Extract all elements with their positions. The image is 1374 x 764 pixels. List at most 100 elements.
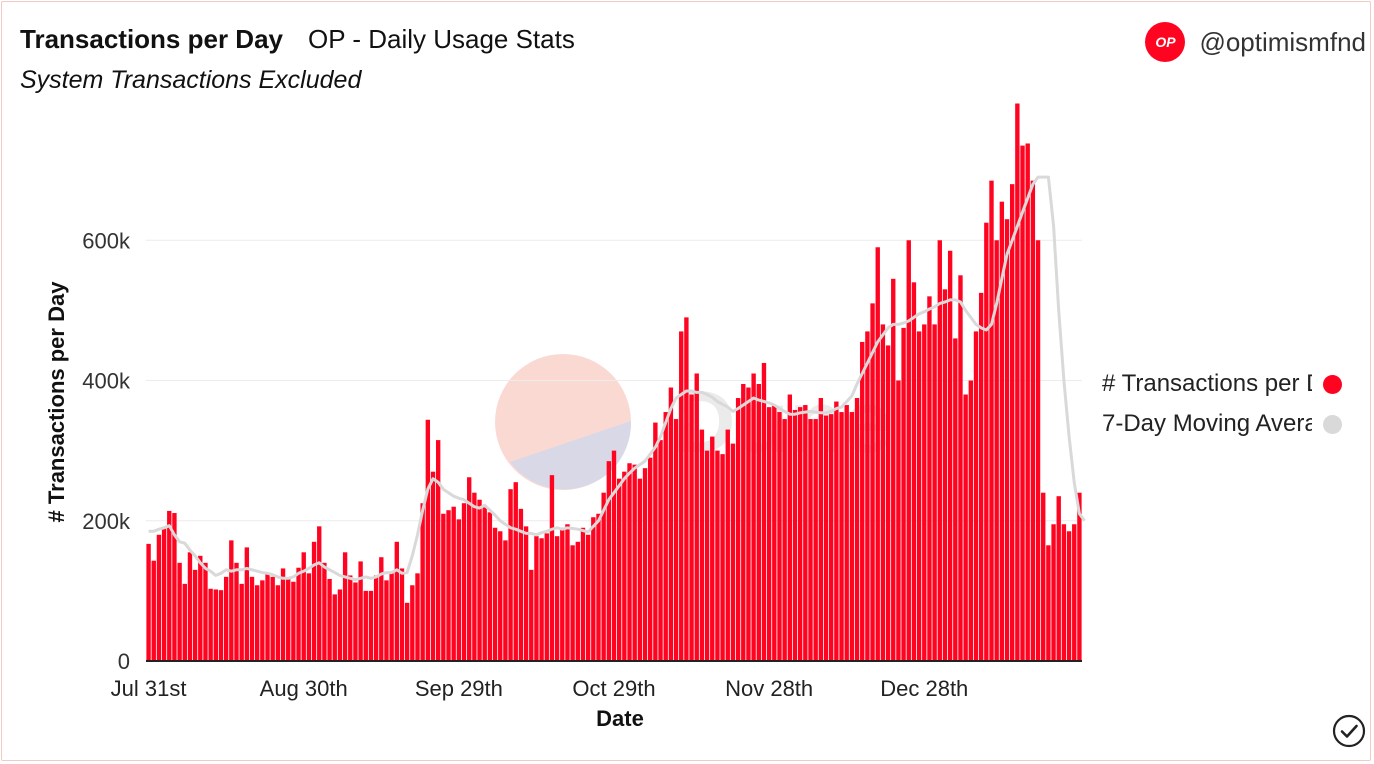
- bar[interactable]: [167, 510, 172, 661]
- bar[interactable]: [492, 527, 498, 661]
- bar[interactable]: [870, 303, 875, 661]
- bar[interactable]: [513, 482, 518, 661]
- bar[interactable]: [622, 471, 627, 661]
- bar[interactable]: [849, 412, 855, 661]
- bar[interactable]: [787, 394, 793, 661]
- bar[interactable]: [529, 569, 534, 661]
- bar[interactable]: [994, 240, 999, 661]
- bar[interactable]: [1051, 524, 1056, 661]
- bar[interactable]: [891, 278, 896, 661]
- bar[interactable]: [223, 576, 229, 661]
- bar[interactable]: [637, 478, 643, 661]
- bar[interactable]: [860, 341, 865, 661]
- bar[interactable]: [710, 436, 715, 661]
- bar[interactable]: [839, 412, 844, 661]
- bar[interactable]: [1020, 145, 1025, 662]
- bar[interactable]: [146, 543, 151, 661]
- bar[interactable]: [187, 552, 193, 661]
- bar[interactable]: [642, 468, 648, 661]
- bar[interactable]: [746, 387, 751, 661]
- bar[interactable]: [704, 450, 710, 661]
- bar[interactable]: [373, 575, 379, 661]
- bar[interactable]: [766, 407, 772, 661]
- bar[interactable]: [254, 585, 260, 661]
- bar[interactable]: [446, 510, 451, 661]
- bar[interactable]: [813, 419, 818, 661]
- bar[interactable]: [363, 590, 368, 661]
- bar[interactable]: [591, 517, 596, 661]
- bar[interactable]: [916, 331, 922, 661]
- bar[interactable]: [425, 419, 431, 661]
- bar[interactable]: [461, 503, 467, 661]
- bar[interactable]: [498, 531, 503, 661]
- bar[interactable]: [803, 405, 808, 661]
- bar[interactable]: [1066, 531, 1072, 661]
- bar[interactable]: [989, 180, 994, 662]
- bar[interactable]: [880, 324, 886, 661]
- bar[interactable]: [901, 327, 906, 661]
- bar[interactable]: [968, 380, 974, 662]
- bar[interactable]: [342, 552, 348, 661]
- bar[interactable]: [632, 464, 637, 661]
- bar[interactable]: [756, 384, 761, 661]
- bar[interactable]: [208, 588, 213, 661]
- bar[interactable]: [679, 331, 684, 661]
- bar[interactable]: [291, 581, 296, 661]
- legend-item-transactions[interactable]: # Transactions per Day: [1102, 368, 1342, 408]
- bar[interactable]: [673, 419, 679, 661]
- bar[interactable]: [777, 412, 782, 661]
- bar[interactable]: [1015, 103, 1020, 662]
- bar[interactable]: [684, 317, 689, 661]
- bar[interactable]: [301, 552, 306, 661]
- bar[interactable]: [808, 419, 813, 661]
- bar[interactable]: [953, 338, 958, 661]
- bar[interactable]: [865, 331, 870, 661]
- bar[interactable]: [384, 580, 389, 661]
- bar[interactable]: [477, 499, 482, 661]
- bar[interactable]: [906, 240, 911, 661]
- bar[interactable]: [1046, 545, 1051, 661]
- bar[interactable]: [172, 513, 177, 661]
- bar[interactable]: [751, 373, 756, 661]
- bar[interactable]: [844, 405, 849, 661]
- bar[interactable]: [260, 580, 265, 661]
- bar[interactable]: [420, 503, 425, 661]
- bar[interactable]: [1041, 492, 1046, 661]
- bar[interactable]: [296, 567, 301, 661]
- bar[interactable]: [720, 454, 725, 661]
- bar[interactable]: [415, 573, 420, 661]
- bar[interactable]: [244, 547, 250, 661]
- bar[interactable]: [735, 398, 741, 661]
- bar[interactable]: [554, 536, 560, 661]
- bar[interactable]: [596, 513, 601, 661]
- bar[interactable]: [885, 345, 891, 661]
- bar[interactable]: [1010, 184, 1015, 661]
- bar[interactable]: [963, 394, 968, 661]
- bar[interactable]: [389, 573, 394, 661]
- bar[interactable]: [348, 575, 353, 661]
- bar[interactable]: [544, 533, 549, 661]
- bar[interactable]: [648, 457, 653, 661]
- bar[interactable]: [353, 582, 358, 661]
- bar[interactable]: [627, 463, 632, 661]
- bar[interactable]: [472, 492, 477, 661]
- bar[interactable]: [984, 222, 989, 661]
- bar[interactable]: [306, 573, 312, 661]
- bar[interactable]: [999, 201, 1005, 661]
- bar[interactable]: [818, 398, 824, 661]
- bar[interactable]: [456, 519, 462, 661]
- bar[interactable]: [1061, 524, 1067, 661]
- bar[interactable]: [503, 540, 508, 661]
- bar[interactable]: [1056, 496, 1061, 661]
- bar[interactable]: [978, 292, 984, 661]
- bar[interactable]: [441, 513, 446, 661]
- bar[interactable]: [653, 422, 658, 661]
- bar[interactable]: [322, 562, 327, 661]
- bar[interactable]: [942, 289, 948, 661]
- bar[interactable]: [430, 471, 436, 661]
- bar[interactable]: [234, 562, 239, 661]
- bar[interactable]: [1077, 492, 1082, 661]
- bar[interactable]: [973, 331, 979, 661]
- bar[interactable]: [772, 405, 777, 661]
- bar[interactable]: [575, 541, 580, 661]
